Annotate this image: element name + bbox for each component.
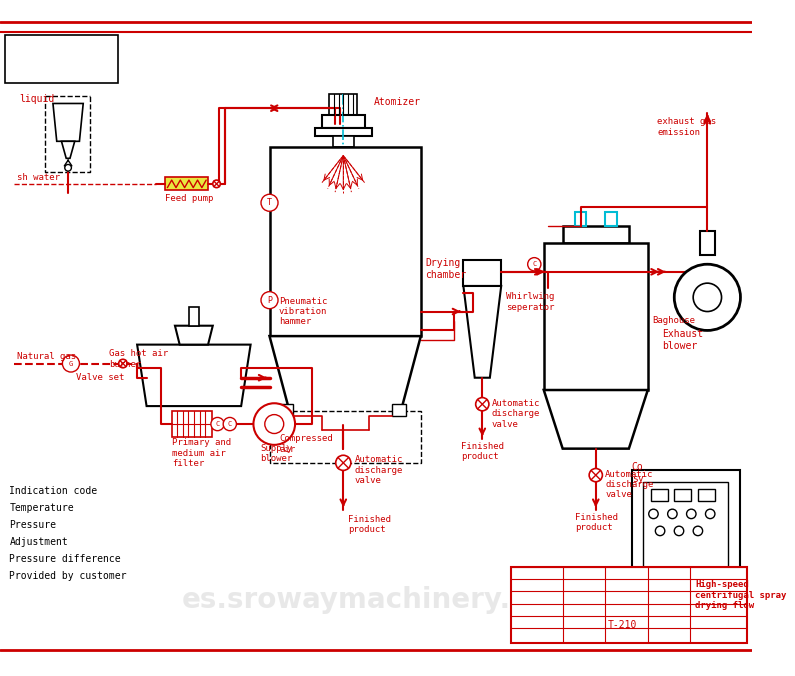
Bar (165, 177, 208, 191)
Circle shape (649, 509, 658, 518)
Bar (172, 411, 211, 437)
Circle shape (211, 418, 224, 431)
Text: Whirlwing
seperator: Whirlwing seperator (506, 292, 554, 312)
Circle shape (64, 164, 72, 171)
Text: Temperature: Temperature (10, 503, 74, 513)
Text: C: C (227, 421, 232, 427)
Bar (544, 243, 648, 390)
Circle shape (668, 509, 677, 518)
Text: Adjustment: Adjustment (10, 537, 68, 548)
Text: Primary and
medium air
filter: Primary and medium air filter (172, 439, 231, 468)
Polygon shape (270, 336, 421, 425)
Bar (575, 212, 587, 226)
Text: Atomizer: Atomizer (374, 97, 421, 107)
Circle shape (693, 526, 703, 535)
Text: Drying
chamber: Drying chamber (425, 258, 467, 280)
Bar (270, 147, 421, 336)
Text: exhaust gas
emission: exhaust gas emission (657, 118, 716, 137)
Bar (315, 128, 371, 136)
Bar (563, 226, 629, 243)
Circle shape (475, 397, 489, 411)
Circle shape (655, 526, 665, 535)
Text: P: P (267, 295, 272, 305)
Text: Natural gas: Natural gas (17, 352, 76, 362)
Text: es.srowaymachinery.com: es.srowaymachinery.com (181, 586, 575, 614)
Text: sy: sy (632, 474, 643, 484)
Bar (700, 231, 715, 255)
Polygon shape (61, 141, 75, 158)
Text: Finished
product: Finished product (461, 442, 505, 461)
Bar (321, 115, 365, 128)
Polygon shape (544, 390, 648, 449)
Text: High-speed
centrifugal spray
drying flow: High-speed centrifugal spray drying flow (695, 580, 786, 610)
Circle shape (687, 509, 696, 518)
Text: Gas hot air
burner: Gas hot air burner (109, 349, 168, 368)
Bar (393, 404, 405, 416)
Text: Pressure difference: Pressure difference (10, 554, 121, 564)
Bar (510, 567, 747, 642)
Circle shape (265, 414, 284, 433)
Circle shape (674, 264, 740, 331)
Bar (329, 94, 358, 115)
Text: Automatic
discharge
valve: Automatic discharge valve (605, 470, 653, 500)
Bar (280, 404, 293, 416)
Text: Feed pump: Feed pump (165, 193, 214, 203)
Polygon shape (53, 103, 83, 141)
Text: Finished
product: Finished product (348, 514, 391, 534)
Text: Co: Co (632, 462, 643, 472)
Bar (650, 489, 668, 501)
Bar (605, 212, 617, 226)
Polygon shape (463, 286, 501, 378)
Text: Finished
product: Finished product (575, 512, 618, 532)
Bar (270, 411, 421, 463)
Bar (295, 418, 309, 431)
Text: liquid: liquid (19, 94, 54, 103)
Bar (333, 136, 354, 147)
Text: Supply
blower: Supply blower (260, 443, 293, 463)
Circle shape (674, 526, 684, 535)
Text: Compressed
air: Compressed air (279, 434, 333, 454)
Text: Automatic
discharge
valve: Automatic discharge valve (492, 399, 540, 429)
Text: G: G (69, 360, 73, 366)
Bar (698, 489, 715, 501)
Text: Pressure: Pressure (10, 521, 56, 530)
Circle shape (335, 455, 351, 470)
Text: T: T (267, 198, 272, 208)
Polygon shape (175, 326, 213, 345)
Text: T-210: T-210 (607, 621, 637, 631)
Text: Valve set: Valve set (76, 373, 124, 382)
Text: Exhaust
blower: Exhaust blower (662, 329, 703, 351)
Circle shape (705, 509, 715, 518)
Bar (463, 260, 501, 286)
Circle shape (213, 180, 220, 188)
Circle shape (261, 291, 278, 309)
Circle shape (118, 359, 127, 368)
Bar (643, 482, 728, 577)
Circle shape (261, 194, 278, 212)
Circle shape (63, 355, 80, 372)
Text: Provided by customer: Provided by customer (10, 571, 127, 581)
Text: C: C (215, 421, 219, 427)
Text: sh water: sh water (17, 173, 60, 182)
Text: Baghouse: Baghouse (653, 316, 696, 325)
Bar (5, 35, 118, 82)
Polygon shape (137, 345, 250, 406)
Circle shape (693, 283, 722, 312)
Text: C: C (532, 261, 537, 267)
Text: Indication code: Indication code (10, 486, 98, 496)
Bar (189, 307, 199, 326)
Text: Pneumatic
vibration
hammer: Pneumatic vibration hammer (279, 297, 328, 327)
Bar (632, 470, 740, 584)
Text: Automatic
discharge
valve: Automatic discharge valve (355, 456, 403, 485)
Circle shape (589, 468, 603, 482)
Circle shape (223, 418, 236, 431)
Bar (674, 489, 692, 501)
Circle shape (254, 404, 295, 445)
Circle shape (528, 258, 541, 271)
